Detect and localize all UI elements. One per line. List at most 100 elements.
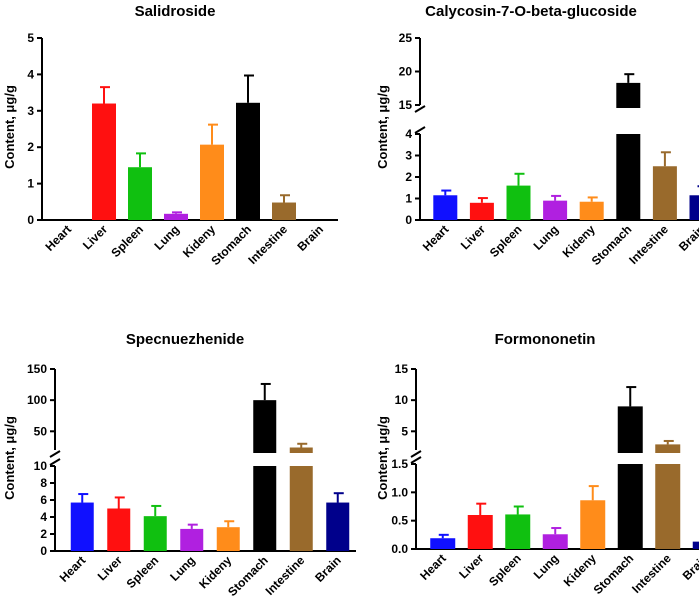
chart-3-y-tick-label: 150: [27, 362, 47, 376]
chart-4-bar: [692, 541, 699, 549]
chart-2-y-tick-label: 15: [399, 98, 413, 112]
chart-1-y-tick-label: 2: [27, 140, 34, 154]
chart-4-bar-upper: [655, 444, 681, 453]
chart-4-bar-lower: [617, 464, 643, 549]
chart-1-category-label: Intestine: [245, 222, 290, 267]
chart-3-bar-lower: [253, 466, 277, 551]
chart-4-bar-lower: [655, 464, 681, 549]
chart-3-y-tick-label: 4: [40, 510, 47, 524]
chart-3-bar: [216, 527, 240, 551]
chart-4-y-tick-label: 1.5: [391, 457, 408, 471]
chart-1-bar: [200, 144, 224, 220]
chart-1-y-tick-label: 0: [27, 213, 34, 227]
chart-3-category-label: Lung: [167, 553, 198, 584]
chart-2-category-label: Lung: [531, 222, 562, 253]
chart-3-bar-upper: [289, 447, 313, 453]
chart-3-y-tick-label: 50: [34, 424, 48, 438]
chart-3-category-label: Stomach: [225, 553, 271, 599]
chart-2-axis-break-mark: [414, 126, 426, 134]
chart-3-y-tick-label: 8: [40, 476, 47, 490]
chart-4-axis-break-mark: [410, 456, 422, 464]
chart-2-bar: [506, 185, 531, 220]
chart-3-axis-break-mark: [49, 450, 61, 458]
chart-4-y-tick-label: 1.0: [391, 485, 408, 499]
chart-2-y-tick-label: 2: [405, 170, 412, 184]
chart-3-bar: [107, 508, 131, 551]
chart-3-y-tick-label: 6: [40, 493, 47, 507]
chart-1-y-tick-label: 4: [27, 67, 34, 81]
chart-3-bar-upper: [253, 400, 277, 453]
chart-3-category-label: Brain: [312, 553, 344, 585]
chart-2-y-tick-label: 1: [405, 192, 412, 206]
chart-2-bar: [579, 201, 604, 220]
chart-4-category-label: Intestine: [629, 551, 674, 596]
chart-3-y-tick-label: 0: [40, 544, 47, 558]
chart-3-category-label: Liver: [95, 553, 125, 583]
chart-3-y-tick-label: 2: [40, 527, 47, 541]
chart-1-y-tick-label: 3: [27, 104, 34, 118]
chart-2-bar: [689, 195, 699, 220]
chart-3-category-label: Spleen: [124, 553, 162, 591]
chart-2-category-label: Liver: [458, 222, 488, 252]
chart-1-y-tick-label: 1: [27, 177, 34, 191]
chart-4-category-label: Heart: [417, 551, 449, 583]
chart-2-y-tick-label: 20: [399, 65, 413, 79]
chart-4-category-label: Brain: [680, 551, 699, 583]
chart-1-category-label: Liver: [80, 222, 110, 252]
chart-4-category-label: Stomach: [591, 551, 637, 597]
chart-4-category-label: Lung: [531, 551, 562, 582]
chart-1-title: Salidroside: [135, 3, 216, 20]
chart-2-bar-upper: [616, 82, 641, 108]
chart-2-title: Calycosin-7-O-beta-glucoside: [425, 3, 637, 20]
chart-3-y-tick-label: 100: [27, 393, 47, 407]
chart-2-bar: [433, 195, 458, 220]
chart-2-y-tick-label: 4: [405, 127, 412, 141]
chart-4-bar: [430, 538, 456, 549]
chart-2-bar: [543, 200, 568, 220]
chart-1-bar: [128, 167, 152, 220]
chart-4-category-label: Liver: [456, 551, 486, 581]
chart-1-category-label: Heart: [43, 222, 75, 254]
chart-4-bar: [542, 534, 568, 549]
chart-3-bar: [143, 516, 167, 551]
chart-4-y-tick-label: 5: [401, 424, 408, 438]
chart-3-bar: [70, 502, 94, 551]
chart-4-bar: [580, 500, 606, 549]
chart-1-bar: [92, 103, 116, 220]
chart-2-category-label: Spleen: [487, 222, 525, 260]
chart-2-category-label: Brain: [676, 222, 699, 254]
chart-2-bar: [652, 166, 677, 220]
chart-3-bar: [180, 528, 204, 551]
chart-3-category-label: Heart: [57, 553, 89, 585]
chart-1-category-label: Stomach: [208, 222, 254, 268]
chart-4-y-tick-label: 15: [395, 362, 409, 376]
chart-4-y-tick-label: 10: [395, 393, 409, 407]
chart-1-category-label: Lung: [151, 222, 182, 253]
chart-2-y-tick-label: 25: [399, 31, 413, 45]
chart-2-category-label: Stomach: [589, 222, 635, 268]
chart-3-y-tick-label: 10: [34, 459, 48, 473]
chart-4-title: Formononetin: [495, 331, 596, 348]
chart-4-category-label: Spleen: [486, 551, 524, 589]
chart-2-y-tick-label: 0: [405, 213, 412, 227]
chart-4-bar: [505, 514, 531, 549]
chart-4-axis-break-mark: [410, 450, 422, 458]
chart-3-y-axis-label: Content, μg/g: [2, 416, 17, 500]
chart-2-bar: [469, 202, 494, 220]
chart-2-bar-lower: [616, 134, 641, 220]
chart-4-bar-upper: [617, 406, 643, 453]
chart-4-y-tick-label: 0.0: [391, 542, 408, 556]
chart-4-bar: [467, 515, 493, 549]
chart-3-axis-break-mark: [49, 458, 61, 466]
chart-3-bar: [326, 502, 350, 551]
chart-2-category-label: Heart: [420, 222, 452, 254]
chart-1-bar: [164, 213, 188, 220]
chart-4-y-tick-label: 0.5: [391, 514, 408, 528]
chart-3-bar-lower: [289, 466, 313, 551]
chart-1-y-tick-label: 5: [27, 31, 34, 45]
chart-2-y-axis-label: Content, μg/g: [375, 85, 390, 169]
chart-2-axis-break-mark: [414, 105, 426, 113]
chart-4-y-axis-label: Content, μg/g: [375, 416, 390, 500]
chart-2-y-tick-label: 3: [405, 149, 412, 163]
chart-2-category-label: Intestine: [626, 222, 671, 267]
